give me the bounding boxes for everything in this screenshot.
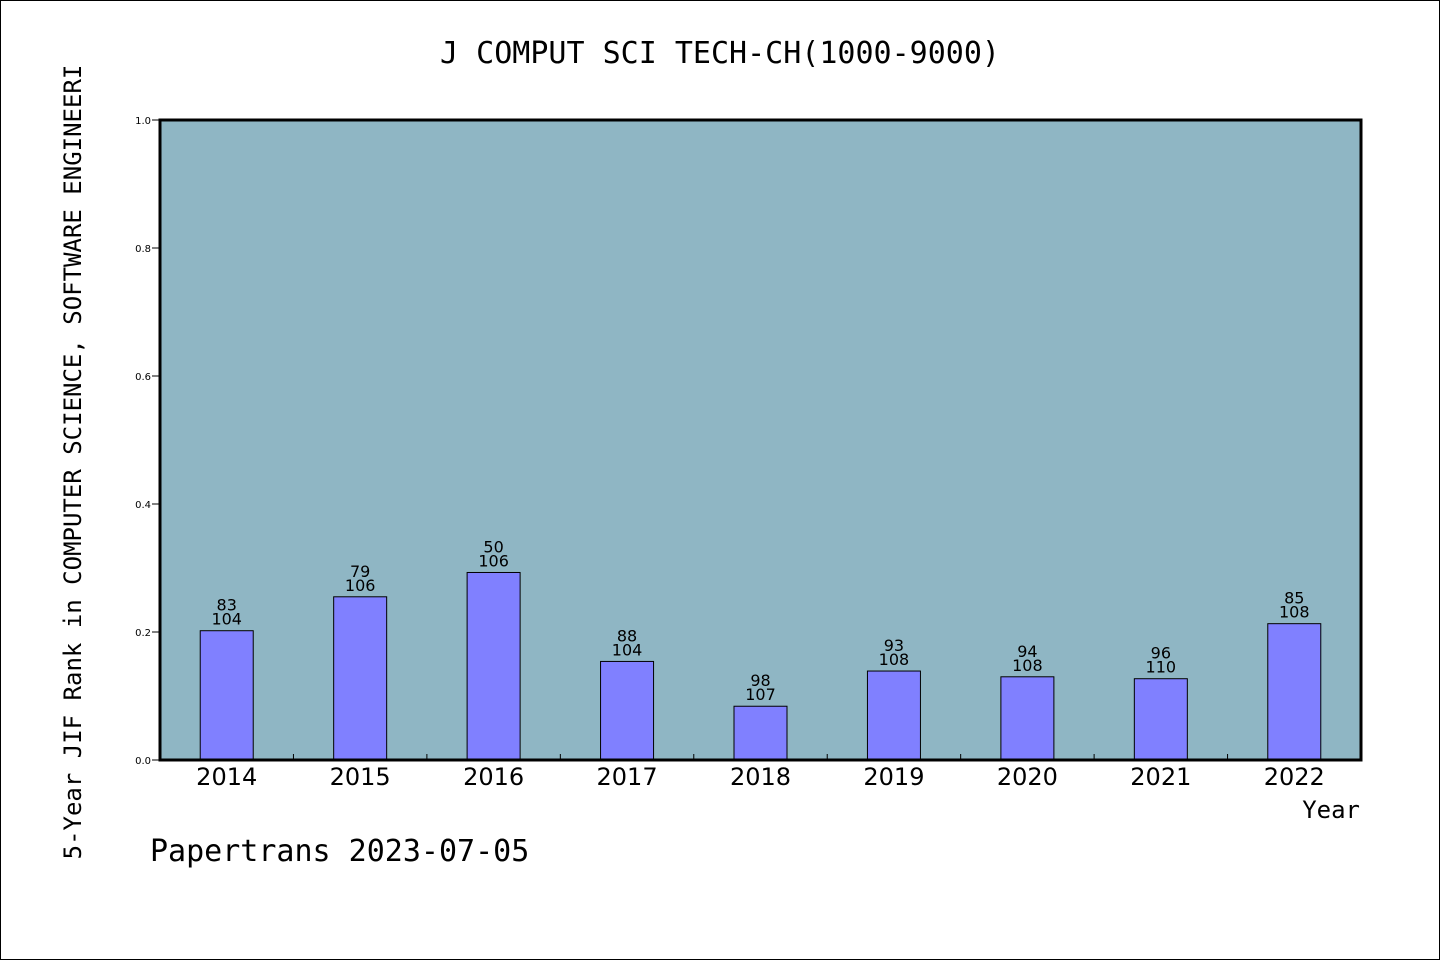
bar-2022: [1267, 623, 1322, 761]
x-axis-label: Year: [1302, 796, 1360, 824]
bar-2015: [333, 596, 388, 761]
x-tick-label: 2015: [330, 763, 391, 791]
x-tick-label: 2020: [997, 763, 1058, 791]
bar-label-total: 108: [1012, 656, 1043, 675]
x-tick-label: 2018: [730, 763, 791, 791]
bar-2020: [1000, 676, 1055, 761]
x-tick-label: 2016: [463, 763, 524, 791]
x-tick-label: 2014: [196, 763, 257, 791]
bar-label-rank: 83: [217, 596, 237, 615]
x-tick-label: 2019: [863, 763, 924, 791]
footer-credit: Papertrans 2023-07-05: [150, 834, 530, 869]
bar-label-total: 104: [211, 610, 242, 629]
bar-label-total: 108: [879, 650, 910, 669]
bar-label-rank: 88: [617, 626, 637, 645]
y-tick-label: 0.6: [135, 372, 151, 383]
bar-label-total: 106: [345, 576, 376, 595]
chart-title: J COMPUT SCI TECH-CH(1000-9000): [440, 36, 1000, 71]
bar-label-rank: 79: [350, 562, 370, 581]
y-tick-label: 1.0: [135, 116, 151, 127]
x-tick-label: 2022: [1264, 763, 1325, 791]
y-ticks-group: 0.0 0.2 0.4 0.6 0.8 1.0: [135, 116, 160, 767]
bar-2018: [733, 705, 788, 761]
bar-label-rank: 94: [1017, 642, 1037, 661]
bar-label-total: 106: [478, 551, 509, 570]
bar-2019: [866, 670, 921, 761]
bar-label-rank: 96: [1151, 644, 1171, 663]
bar-label-rank: 98: [750, 671, 770, 690]
bar-label-rank: 85: [1284, 589, 1304, 608]
x-tick-label: 2017: [597, 763, 658, 791]
bar-2021: [1133, 678, 1188, 761]
y-tick-label: 0.2: [135, 628, 151, 639]
plot-border: [158, 118, 1363, 762]
bar-2016: [466, 571, 521, 761]
bar-2014: [199, 630, 254, 761]
bar-2017: [600, 660, 655, 761]
y-tick-label: 0.8: [135, 244, 151, 255]
y-tick-label: 0.4: [135, 500, 151, 511]
bar-label-rank: 93: [884, 636, 904, 655]
bar-label-total: 108: [1279, 603, 1310, 622]
bar-label-total: 107: [745, 685, 776, 704]
bar-label-total: 110: [1146, 658, 1177, 677]
x-tick-label: 2021: [1130, 763, 1191, 791]
bar-label-rank: 50: [483, 537, 503, 556]
x-ticks-group: 2014 2015 2016 2017 2018 2019 2020 2021 2022: [196, 754, 1325, 791]
y-tick-label: 0.0: [135, 756, 151, 767]
bar-label-total: 104: [612, 640, 643, 659]
